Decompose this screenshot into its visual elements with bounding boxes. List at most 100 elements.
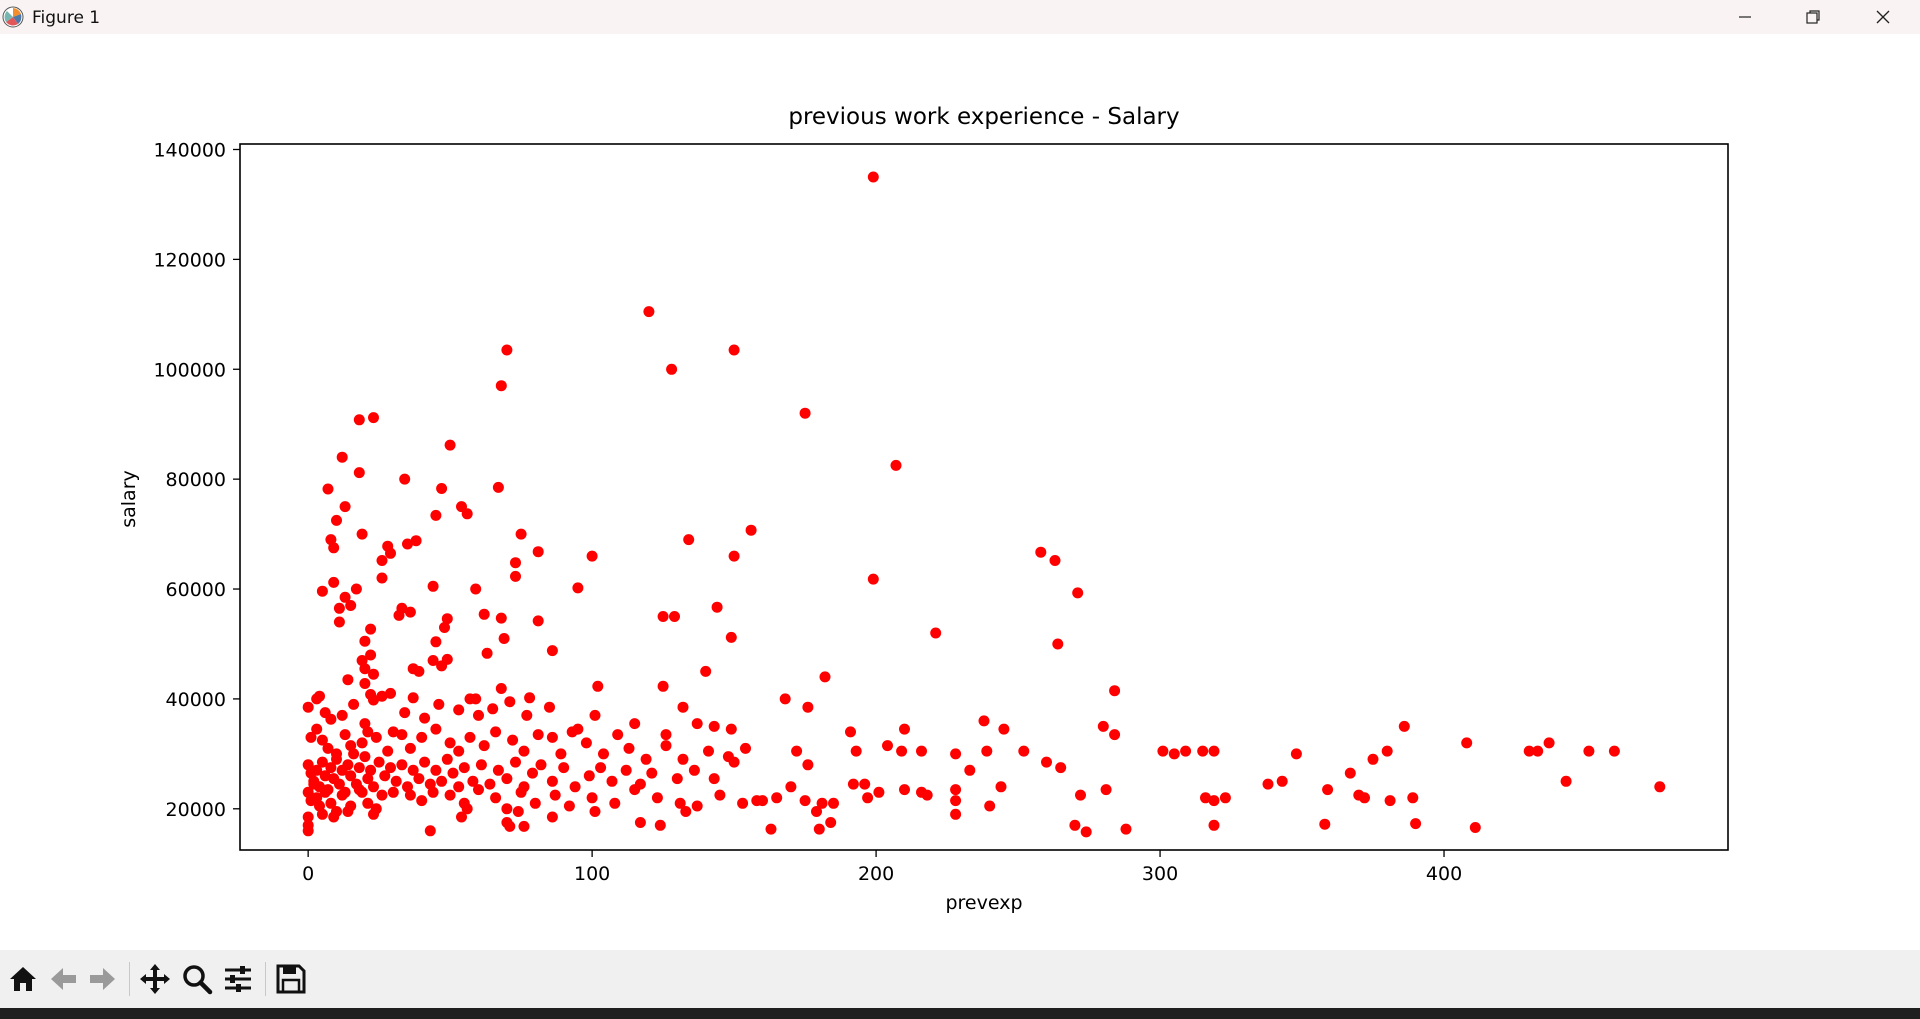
taskbar bbox=[0, 1008, 1920, 1019]
data-point bbox=[518, 820, 530, 832]
data-point bbox=[478, 740, 490, 752]
data-point bbox=[1097, 720, 1109, 732]
data-point bbox=[484, 778, 496, 790]
data-point bbox=[549, 789, 561, 801]
data-point bbox=[316, 756, 328, 768]
data-point bbox=[501, 344, 513, 356]
data-point bbox=[333, 616, 345, 628]
data-point bbox=[867, 573, 879, 585]
data-point bbox=[501, 803, 513, 815]
data-point bbox=[365, 649, 377, 661]
data-point bbox=[441, 613, 453, 625]
data-point bbox=[345, 600, 357, 611]
move-icon bbox=[140, 964, 170, 994]
data-point bbox=[1069, 819, 1081, 831]
data-point bbox=[1290, 748, 1302, 760]
data-point bbox=[521, 709, 533, 721]
data-point bbox=[441, 753, 453, 765]
data-point bbox=[333, 602, 345, 614]
data-point bbox=[447, 767, 459, 779]
data-point bbox=[1055, 762, 1067, 774]
minimize-button[interactable] bbox=[1710, 0, 1780, 34]
data-point bbox=[373, 756, 385, 768]
data-point bbox=[492, 481, 504, 493]
data-point bbox=[1180, 745, 1192, 757]
minimize-icon bbox=[1739, 16, 1751, 18]
forward-button[interactable] bbox=[83, 959, 123, 999]
data-point bbox=[819, 671, 831, 683]
data-point bbox=[583, 770, 595, 782]
data-point bbox=[328, 542, 340, 554]
data-point bbox=[322, 742, 334, 754]
data-point bbox=[492, 764, 504, 776]
data-point bbox=[342, 806, 354, 817]
data-point bbox=[558, 762, 570, 774]
data-point bbox=[572, 582, 584, 594]
data-point bbox=[382, 745, 394, 757]
data-point bbox=[862, 792, 874, 804]
data-point bbox=[413, 665, 425, 677]
data-point bbox=[339, 591, 351, 603]
data-point bbox=[385, 762, 396, 774]
data-point bbox=[308, 778, 320, 790]
data-point bbox=[589, 806, 601, 817]
y-axis-label: salary bbox=[118, 470, 140, 528]
data-point bbox=[407, 692, 419, 704]
configure-subplots-button[interactable] bbox=[218, 959, 258, 999]
data-point bbox=[436, 775, 448, 787]
restore-button[interactable] bbox=[1778, 0, 1848, 34]
data-point bbox=[305, 731, 317, 743]
data-point bbox=[1469, 822, 1481, 833]
data-point bbox=[1543, 737, 1555, 749]
data-point bbox=[302, 811, 314, 823]
data-point bbox=[353, 467, 365, 479]
data-point bbox=[964, 764, 976, 776]
data-point bbox=[399, 473, 411, 485]
data-point bbox=[634, 817, 646, 828]
y-tick-label: 80000 bbox=[166, 469, 226, 491]
back-button[interactable] bbox=[43, 959, 83, 999]
home-button[interactable] bbox=[3, 959, 43, 999]
data-point bbox=[311, 723, 323, 735]
data-point bbox=[430, 509, 442, 521]
pan-button[interactable] bbox=[135, 959, 175, 999]
data-point bbox=[646, 767, 658, 779]
data-point bbox=[416, 731, 428, 743]
window-title: Figure 1 bbox=[32, 8, 101, 28]
zoom-button[interactable] bbox=[177, 959, 217, 999]
data-point bbox=[316, 734, 328, 746]
data-point bbox=[1398, 720, 1410, 732]
close-button[interactable] bbox=[1848, 0, 1918, 34]
data-point bbox=[515, 786, 527, 798]
figure-canvas[interactable]: previous work experience - Salary 0 100 20… bbox=[0, 34, 1920, 950]
data-point bbox=[984, 800, 996, 812]
data-point bbox=[802, 759, 814, 771]
data-point bbox=[950, 784, 962, 796]
data-point bbox=[404, 742, 416, 754]
toolbar-separator bbox=[265, 962, 266, 996]
data-point bbox=[402, 781, 413, 793]
data-point bbox=[379, 770, 391, 782]
data-point bbox=[598, 748, 609, 760]
data-point bbox=[995, 781, 1007, 793]
data-point bbox=[1157, 745, 1169, 757]
window-titlebar: Figure 1 bbox=[0, 0, 1920, 34]
data-point bbox=[510, 557, 521, 569]
data-point bbox=[433, 698, 445, 710]
data-point bbox=[331, 753, 342, 765]
data-point bbox=[368, 668, 379, 680]
save-button[interactable] bbox=[271, 959, 311, 999]
data-point bbox=[873, 786, 885, 798]
data-point bbox=[333, 778, 345, 790]
data-point bbox=[1319, 818, 1331, 830]
data-point bbox=[368, 781, 379, 793]
data-point bbox=[501, 773, 513, 785]
data-point bbox=[527, 767, 538, 779]
data-point bbox=[595, 762, 607, 774]
data-point bbox=[728, 344, 740, 356]
y-tick-label: 140000 bbox=[153, 139, 226, 161]
data-point bbox=[563, 800, 575, 812]
data-point bbox=[725, 723, 737, 735]
data-point bbox=[1407, 792, 1419, 804]
data-point bbox=[688, 764, 700, 776]
